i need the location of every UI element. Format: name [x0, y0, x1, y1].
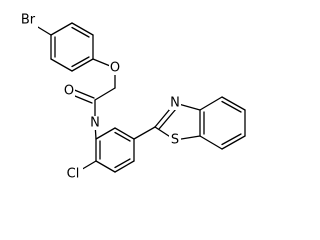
bond-line: [94, 87, 116, 101]
bond-line: [95, 127, 116, 140]
bonds: [27, 20, 246, 175]
bond-line: [71, 58, 94, 72]
label-halo: [109, 61, 121, 75]
atom-label: Br: [21, 13, 36, 28]
bond-line: [71, 56, 90, 68]
atom-label: N: [170, 96, 180, 111]
label-halo: [18, 13, 38, 28]
label-halo: [169, 96, 181, 110]
bond-line: [50, 58, 73, 72]
bond-line: [158, 108, 177, 130]
bond-line: [199, 135, 223, 150]
bond-line: [71, 26, 90, 38]
atom-label: O: [110, 61, 120, 76]
label-halo: [63, 167, 83, 182]
bond-line: [114, 127, 135, 140]
atom-labels: Br O O N Cl N S: [18, 13, 181, 182]
bond-line: [221, 133, 242, 146]
bond-line: [114, 158, 131, 169]
bond-line: [199, 96, 223, 111]
bond-line: [50, 22, 73, 36]
bond-line: [221, 135, 246, 150]
bond-line: [114, 131, 131, 142]
bond-line: [71, 22, 94, 36]
bond-line: [95, 160, 116, 173]
atom-label: Cl: [67, 167, 80, 182]
bond-line: [221, 96, 246, 111]
molecule-diagram: Br O O N Cl N S: [18, 12, 246, 182]
label-halo: [89, 116, 101, 130]
atom-label: O: [64, 84, 74, 99]
bond-line: [114, 160, 135, 173]
atom-label: S: [171, 133, 179, 148]
bond-line: [221, 100, 242, 113]
atom-label: N: [90, 116, 100, 131]
label-halo: [63, 84, 75, 98]
bond-line: [133, 126, 156, 140]
label-halo: [169, 133, 181, 147]
bond-line: [71, 88, 95, 99]
